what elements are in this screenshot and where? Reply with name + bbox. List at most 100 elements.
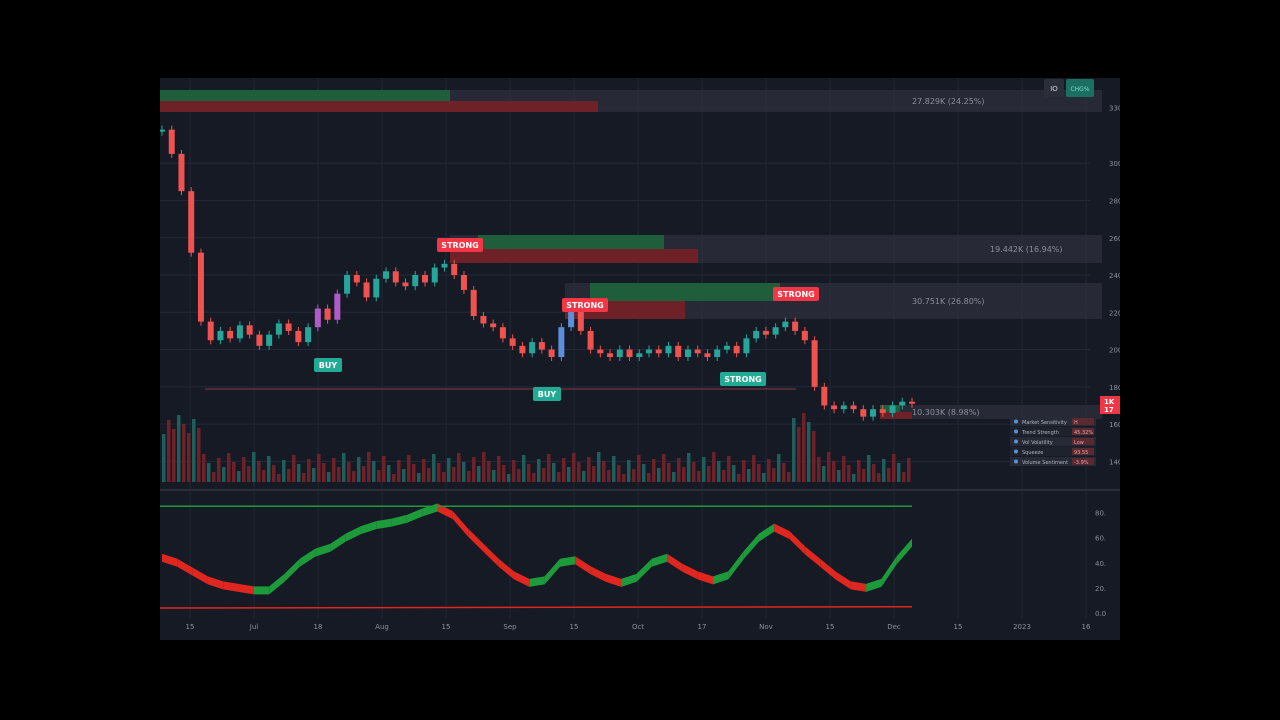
volume-bar bbox=[492, 470, 496, 482]
candle-body bbox=[246, 325, 253, 335]
volume-bar bbox=[877, 473, 881, 482]
osc-axis-label: 20. bbox=[1095, 585, 1106, 593]
volume-bar bbox=[357, 457, 361, 482]
candle-body bbox=[821, 386, 828, 406]
volume-bar bbox=[207, 463, 211, 482]
oscillator-segment bbox=[452, 511, 469, 537]
volume-bar bbox=[747, 469, 751, 482]
volume-bar bbox=[712, 452, 716, 482]
signal-badge bbox=[533, 387, 561, 401]
volume-bar bbox=[302, 473, 306, 482]
oscillator-segment bbox=[728, 551, 744, 580]
volume-bar bbox=[682, 467, 686, 482]
oscillator-segment bbox=[697, 571, 714, 585]
volume-profile-sell-bar bbox=[880, 412, 912, 419]
candle-body bbox=[636, 353, 643, 358]
price-candles[interactable] bbox=[160, 125, 915, 421]
volume-bar bbox=[187, 433, 191, 482]
oscillator-segment bbox=[713, 571, 729, 585]
time-axis-label: 17 bbox=[698, 623, 707, 631]
interval-label[interactable]: IO bbox=[1050, 85, 1058, 93]
volume-bar bbox=[477, 466, 481, 482]
time-axis-label: 15 bbox=[442, 623, 451, 631]
volume-bar bbox=[732, 465, 736, 482]
time-axis-label: 2023 bbox=[1013, 623, 1031, 631]
volume-bar bbox=[752, 455, 756, 482]
interval-chip[interactable] bbox=[1044, 79, 1064, 97]
volume-bar bbox=[192, 419, 196, 482]
volume-bar bbox=[692, 462, 696, 482]
dashboard-label: Volume Sentiment bbox=[1022, 460, 1068, 466]
candle-body bbox=[217, 330, 224, 341]
volume-bar bbox=[552, 463, 556, 482]
volume-bar bbox=[317, 454, 321, 482]
chart-canvas[interactable]: 27.829K (24.25%) 19.442K (16.94%) 30.751K … bbox=[160, 78, 1120, 640]
volume-bar bbox=[167, 420, 171, 482]
oscillator-segment bbox=[529, 576, 545, 587]
osc-axis-label: 0.0 bbox=[1095, 610, 1106, 618]
volume-bar bbox=[622, 474, 626, 482]
volume-bar bbox=[887, 468, 891, 482]
chart-frame[interactable]: 27.829K (24.25%) 19.442K (16.94%) 30.751K … bbox=[160, 78, 1120, 640]
volume-profile-label: 19.442K (16.94%) bbox=[990, 245, 1063, 254]
volume-bar bbox=[222, 467, 226, 482]
volume-bar bbox=[382, 456, 386, 482]
volume-bar bbox=[347, 462, 351, 482]
osc-axis-label: 40. bbox=[1095, 560, 1106, 568]
volume-bar bbox=[872, 464, 876, 482]
oscillator-segment bbox=[330, 533, 346, 552]
time-axis-label: Nov bbox=[759, 623, 773, 631]
volume-bar bbox=[507, 474, 511, 482]
status-label[interactable]: CHG% bbox=[1070, 86, 1089, 93]
oscillator-segment bbox=[866, 578, 882, 592]
dashboard-value: H bbox=[1074, 420, 1078, 426]
candle-body bbox=[792, 321, 799, 331]
volatility-icon bbox=[1014, 439, 1018, 444]
candle-body bbox=[236, 325, 243, 339]
volume-bar bbox=[487, 461, 491, 482]
volume-bar bbox=[237, 471, 241, 482]
oscillator-segment bbox=[590, 566, 606, 582]
dashboard-row bbox=[1010, 417, 1096, 426]
gauge-icon bbox=[1014, 419, 1018, 424]
volume-bar bbox=[812, 431, 816, 482]
volume-icon bbox=[1014, 459, 1018, 464]
volume-bar bbox=[882, 459, 886, 482]
volume-bar bbox=[267, 456, 271, 482]
volume-profile-label: 27.829K (24.25%) bbox=[912, 97, 985, 106]
candle-body bbox=[383, 271, 390, 279]
volume-bar bbox=[397, 460, 401, 482]
last-price-value: 17 bbox=[1104, 406, 1114, 414]
volume-bar bbox=[372, 461, 376, 482]
dashboard-row bbox=[1010, 447, 1096, 456]
dashboard-label: Trend Strength bbox=[1021, 430, 1059, 436]
price-axis-label: 240 bbox=[1109, 272, 1120, 280]
volume-bar bbox=[627, 460, 631, 482]
candle-body bbox=[704, 353, 711, 358]
candle-body bbox=[860, 409, 867, 417]
candle-body bbox=[324, 308, 331, 320]
volume-bar bbox=[782, 463, 786, 482]
oscillator-segment bbox=[621, 573, 637, 587]
oscillator-segment bbox=[789, 531, 805, 555]
candle-body bbox=[607, 353, 614, 358]
oscillator-segment bbox=[299, 548, 316, 567]
oscillator-segment bbox=[758, 523, 775, 542]
signal-label: STRONG bbox=[777, 290, 814, 299]
volume-bar bbox=[452, 467, 456, 482]
volume-bar bbox=[442, 472, 446, 482]
volume-profile-buy-bar bbox=[160, 90, 450, 101]
time-axis-label: Aug bbox=[375, 623, 389, 631]
candle-body bbox=[811, 340, 818, 387]
status-chip[interactable] bbox=[1066, 79, 1094, 97]
oscillator-segment bbox=[376, 518, 392, 530]
volume-bar bbox=[502, 465, 506, 482]
candle-body bbox=[207, 321, 214, 341]
volume-bar bbox=[387, 465, 391, 482]
volume-bar bbox=[807, 422, 811, 482]
last-price-tag bbox=[1100, 396, 1120, 414]
oscillator-segment bbox=[223, 581, 239, 592]
dashboard-label: Squeeze bbox=[1022, 450, 1043, 456]
candle-body bbox=[840, 405, 847, 410]
oscillator-segment bbox=[315, 543, 331, 557]
